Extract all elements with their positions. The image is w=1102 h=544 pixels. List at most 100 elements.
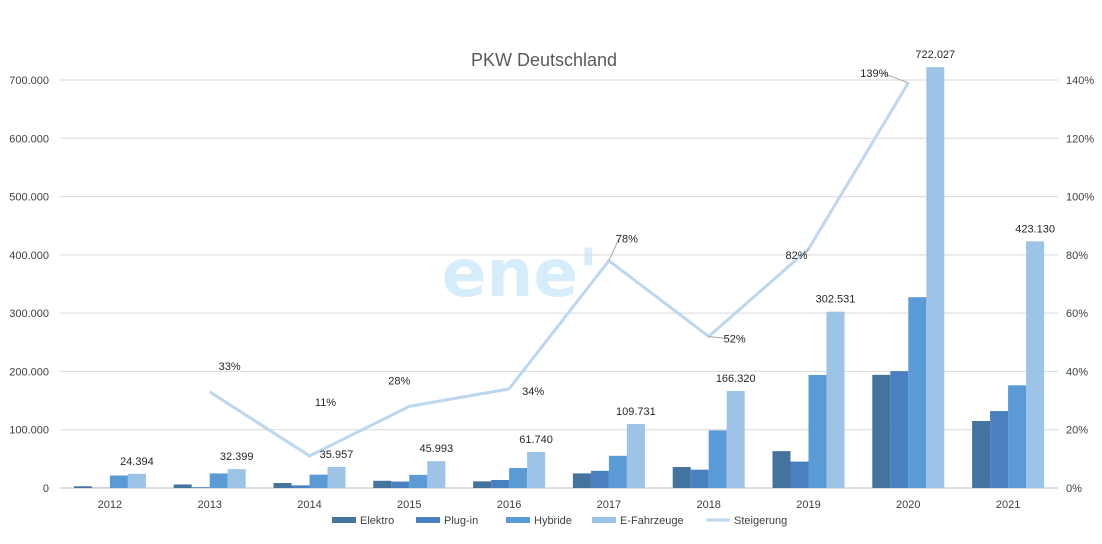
bar-plug-in [790,461,809,488]
legend-item-plug-in: Plug-in [416,515,478,527]
bar-data-label: 166.320 [716,373,756,385]
y-left-tick-label: 500.000 [9,192,49,204]
y-left-tick-label: 700.000 [9,75,49,87]
y-left-tick-label: 0 [43,483,49,495]
bar-plug-in [890,371,909,488]
x-tick-label: 2018 [696,499,720,511]
data-labels-group: 24.394 32.399 35.957 45.993 61.740 109.731 166… [120,49,1055,468]
x-tick-label: 2016 [497,499,521,511]
bar-elektro [473,481,492,488]
watermark-logo: ene' [442,235,599,312]
bar-plug-in [391,481,410,488]
leader-line [804,248,809,256]
y-right-tick-label: 40% [1066,366,1088,378]
bar-hybride [1008,385,1027,488]
bar-elektro [872,374,891,488]
bar-plug-in [191,487,210,488]
legend-swatch [506,517,530,523]
bar-e-fahrzeuge [1026,241,1045,488]
line-data-label: 139% [860,68,888,80]
bar-data-label: 35.957 [320,449,354,461]
y-left-tick-label: 100.000 [9,425,49,437]
bar-e-fahrzeuge [327,467,346,488]
bar-elektro [672,466,691,488]
legend-label: Hybride [534,515,572,527]
bar-data-label: 722.027 [915,49,955,61]
bar-data-label: 45.993 [419,443,453,455]
bar-hybride [409,474,428,488]
bar-e-fahrzeuge [626,424,645,488]
bar-elektro [772,451,791,488]
bar-e-fahrzeuge [527,452,546,488]
line-data-label: 52% [724,333,746,345]
line-data-label: 28% [388,375,410,387]
bar-data-label: 32.399 [220,451,254,463]
bar-elektro [273,483,292,488]
bar-hybride [608,455,627,488]
line-data-label: 82% [785,250,807,262]
leader-line [882,72,909,84]
gridlines [60,79,1058,489]
x-tick-label: 2014 [297,499,321,511]
bar-plug-in [690,469,709,488]
y-left-tick-label: 600.000 [9,133,49,145]
line-data-label: 34% [522,386,544,398]
line-data-label: 11% [315,397,336,409]
legend-swatch [592,517,616,523]
bar-hybride [808,374,827,488]
bar-hybride [908,297,927,488]
x-tick-label: 2020 [896,499,920,511]
y-right-tick-label: 0% [1066,483,1082,495]
bar-data-label: 61.740 [519,434,553,446]
x-tick-label: 2021 [996,499,1020,511]
y-left-tick-label: 300.000 [9,308,49,320]
x-tick-label: 2019 [796,499,820,511]
bar-e-fahrzeuge [926,67,945,488]
leader-line [708,335,727,339]
y-right-tick-label: 140% [1066,75,1094,87]
line-data-label: 78% [616,234,638,246]
bar-plug-in [291,485,310,488]
bar-elektro [572,473,591,488]
y-right-tick-label: 60% [1066,308,1088,320]
bar-plug-in [491,479,510,488]
bar-elektro [73,486,92,488]
y-right-tick-label: 20% [1066,425,1088,437]
bar-e-fahrzeuge [227,469,246,488]
bar-data-label: 24.394 [120,456,154,468]
bar-elektro [972,421,991,488]
bar-elektro [373,480,392,488]
x-tick-label: 2015 [397,499,421,511]
legend-label: Plug-in [444,515,478,527]
axes-group: 0 100.000 200.000 300.000 400.000 500.000 600.… [9,75,1094,511]
x-tick-label: 2013 [197,499,221,511]
legend-label: Elektro [360,515,394,527]
bar-hybride [209,473,228,488]
bar-data-label: 109.731 [616,406,656,418]
line-series-group [208,82,910,458]
bar-hybride [708,430,727,488]
y-left-tick-label: 200.000 [9,366,49,378]
x-tick-label: 2012 [98,499,122,511]
line-data-label: 33% [219,361,241,373]
legend-label: Steigerung [734,515,787,527]
bar-elektro [173,484,192,488]
bar-e-fahrzeuge [726,391,745,488]
bar-plug-in [590,470,609,488]
legend-item-elektro: Elektro [332,515,394,527]
bar-e-fahrzeuge [127,473,146,488]
chart-title: PKW Deutschland [471,50,617,70]
bar-e-fahrzeuge [427,461,446,488]
bar-hybride [309,474,328,488]
x-tick-label: 2017 [597,499,621,511]
bar-hybride [109,475,128,488]
legend-label: E-Fahrzeuge [620,515,684,527]
bar-series-group [73,67,1045,488]
legend-item-e-fahrzeuge: E-Fahrzeuge [592,515,684,527]
legend: Elektro Plug-in Hybride E-Fahrzeuge Steigeru… [332,515,787,527]
y-left-tick-label: 400.000 [9,250,49,262]
y-right-tick-label: 80% [1066,250,1088,262]
line-steigerung [208,82,910,458]
